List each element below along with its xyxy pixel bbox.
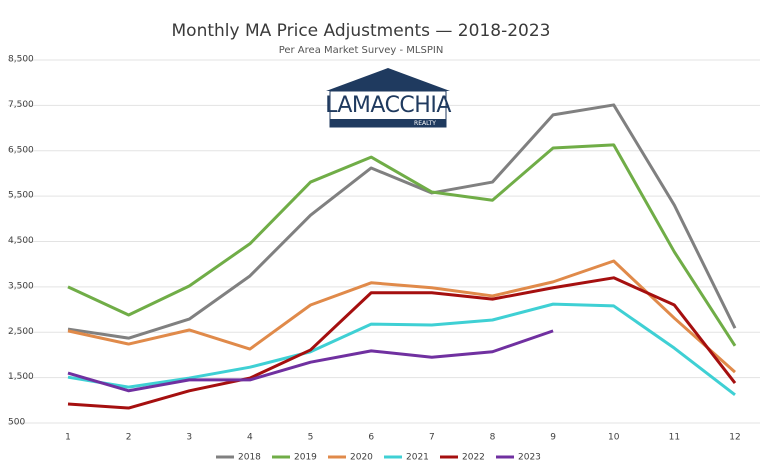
legend-label: 2018	[238, 453, 261, 463]
y-tick-label: 6,500	[8, 145, 34, 155]
series-line	[67, 302, 736, 397]
series-line	[67, 329, 554, 393]
y-tick-label: 1,500	[8, 372, 34, 382]
y-tick-label: 4,500	[8, 236, 34, 246]
x-tick-label: 12	[729, 433, 740, 443]
grid	[8, 59, 760, 424]
y-tick-label: 5,500	[8, 191, 34, 201]
logo-band	[330, 119, 446, 127]
logo-roof	[326, 68, 450, 91]
x-tick-label: 1	[65, 433, 71, 443]
series-line	[67, 103, 737, 340]
x-tick-label: 7	[429, 433, 435, 443]
x-tick-label: 2	[126, 433, 132, 443]
series-line	[67, 143, 737, 347]
legend-label: 2019	[294, 453, 317, 463]
y-tick-label: 3,500	[8, 281, 34, 291]
series-line	[67, 276, 737, 410]
x-tick-label: 3	[186, 433, 192, 443]
y-tick-label: 2,500	[8, 327, 34, 337]
x-tick-label: 4	[247, 433, 253, 443]
legend-label: 2023	[518, 453, 541, 463]
y-tick-label: 8,500	[8, 55, 34, 65]
logo-name: LAMACCHIA	[325, 93, 451, 118]
legend-label: 2021	[406, 453, 429, 463]
x-tick-label: 5	[308, 433, 314, 443]
series-line	[67, 259, 736, 374]
y-tick-label: 7,500	[8, 100, 34, 110]
x-tick-label: 6	[368, 433, 374, 443]
logo: LAMACCHIA REALTY	[325, 68, 452, 128]
y-tick-label: 500	[8, 418, 25, 428]
x-tick-label: 10	[608, 433, 620, 443]
chart-subtitle: Per Area Market Survey - MLSPIN	[279, 45, 444, 56]
logo-tagline: REALTY	[414, 120, 436, 127]
legend-label: 2022	[462, 453, 485, 463]
chart-title: Monthly MA Price Adjustments — 2018-2023	[172, 21, 551, 41]
legend-label: 2020	[350, 453, 373, 463]
x-tick-label: 9	[550, 433, 556, 443]
x-tick-label: 11	[669, 433, 680, 443]
x-tick-label: 8	[490, 433, 496, 443]
